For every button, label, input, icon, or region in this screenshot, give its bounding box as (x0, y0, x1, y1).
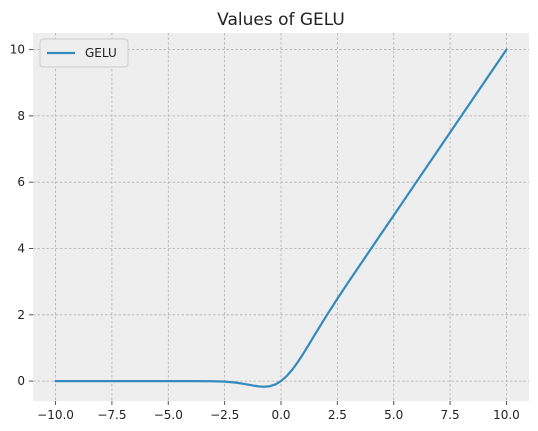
series-line-gelu (54, 48, 508, 388)
y-tick-label: 10 (10, 43, 25, 57)
x-tick-label: −2.5 (210, 408, 239, 422)
y-tick-label: 0 (17, 374, 25, 388)
x-tick-label: 10.0 (493, 408, 520, 422)
chart-title: Values of GELU (217, 10, 345, 30)
x-tick-label: 2.5 (328, 408, 347, 422)
y-tick-label: 2 (17, 308, 25, 322)
x-tick-label: −7.5 (97, 408, 126, 422)
legend-label-gelu: GELU (85, 46, 117, 60)
y-axis: 0 2 4 6 8 10 (10, 43, 33, 388)
y-tick-label: 6 (17, 175, 25, 189)
y-tick-label: 4 (17, 241, 25, 255)
x-tick-label: −10.0 (37, 408, 74, 422)
x-tick-label: 5.0 (384, 408, 403, 422)
y-tick-label: 8 (17, 109, 25, 123)
series-layer (54, 48, 508, 388)
x-tick-label: 0.0 (271, 408, 290, 422)
legend-box (39, 38, 129, 68)
legend: GELU (39, 38, 129, 68)
x-tick-label: 7.5 (441, 408, 460, 422)
x-axis: −10.0 −7.5 −5.0 −2.5 0.0 2.5 5.0 7.5 10.0 (37, 401, 520, 422)
x-tick-label: −5.0 (154, 408, 183, 422)
